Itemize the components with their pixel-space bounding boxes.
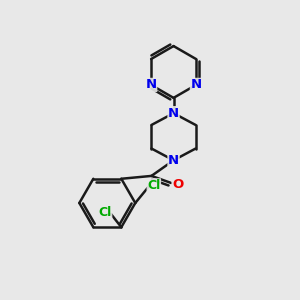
- Text: N: N: [190, 78, 202, 92]
- Text: O: O: [172, 178, 183, 191]
- Text: Cl: Cl: [147, 179, 161, 192]
- Text: N: N: [168, 107, 179, 120]
- Text: N: N: [146, 78, 157, 92]
- Text: N: N: [168, 154, 179, 167]
- Text: Cl: Cl: [98, 206, 112, 219]
